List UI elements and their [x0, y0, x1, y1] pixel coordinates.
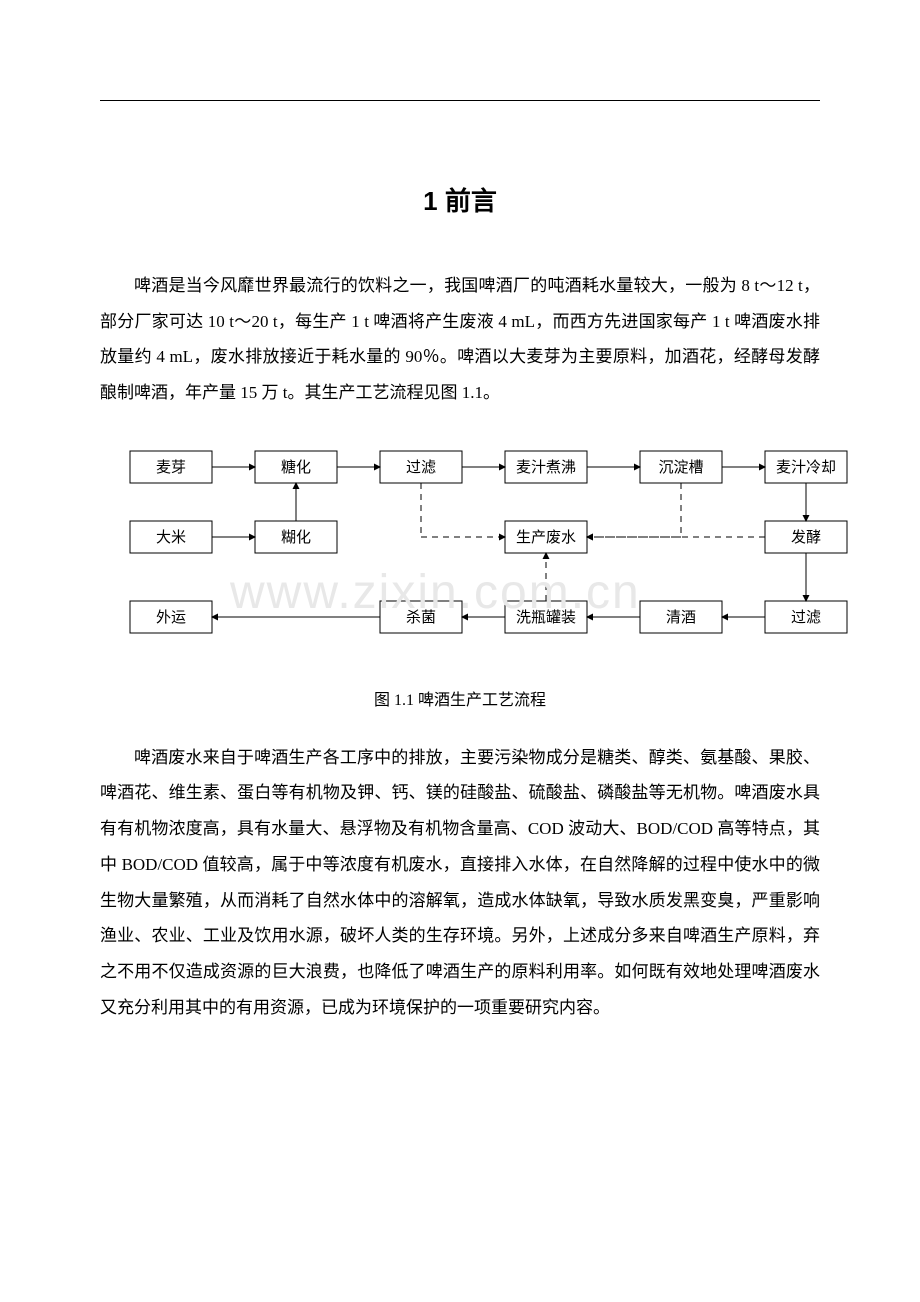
svg-text:沉淀槽: 沉淀槽 [658, 459, 703, 476]
paragraph-1: 啤酒是当今风靡世界最流行的饮料之一，我国啤酒厂的吨酒耗水量较大，一般为 8 t～… [100, 268, 820, 411]
svg-text:过滤: 过滤 [791, 609, 821, 626]
svg-text:洗瓶罐装: 洗瓶罐装 [516, 609, 576, 626]
svg-text:清酒: 清酒 [666, 609, 696, 626]
svg-text:外运: 外运 [156, 609, 186, 626]
horizontal-rule [100, 100, 820, 101]
svg-text:糖化: 糖化 [281, 459, 311, 476]
svg-text:糊化: 糊化 [281, 529, 311, 546]
svg-text:杀菌: 杀菌 [406, 609, 436, 626]
page-title: 1 前言 [100, 181, 820, 218]
svg-text:过滤: 过滤 [406, 459, 436, 476]
figure-caption: 图 1.1 啤酒生产工艺流程 [100, 686, 820, 710]
flowchart-svg: 麦芽糖化过滤麦汁煮沸沉淀槽麦汁冷却大米糊化生产废水发酵外运杀菌洗瓶罐装清酒过滤 [100, 441, 880, 651]
flowchart-diagram: www.zixin.com.cn 麦芽糖化过滤麦汁煮沸沉淀槽麦汁冷却大米糊化生产… [100, 441, 820, 656]
svg-text:发酵: 发酵 [791, 529, 821, 546]
svg-text:麦汁煮沸: 麦汁煮沸 [516, 459, 576, 476]
svg-text:大米: 大米 [156, 529, 186, 546]
svg-text:麦汁冷却: 麦汁冷却 [776, 459, 836, 476]
svg-text:麦芽: 麦芽 [156, 459, 186, 476]
svg-text:生产废水: 生产废水 [516, 529, 576, 546]
paragraph-2: 啤酒废水来自于啤酒生产各工序中的排放，主要污染物成分是糖类、醇类、氨基酸、果胶、… [100, 740, 820, 1026]
